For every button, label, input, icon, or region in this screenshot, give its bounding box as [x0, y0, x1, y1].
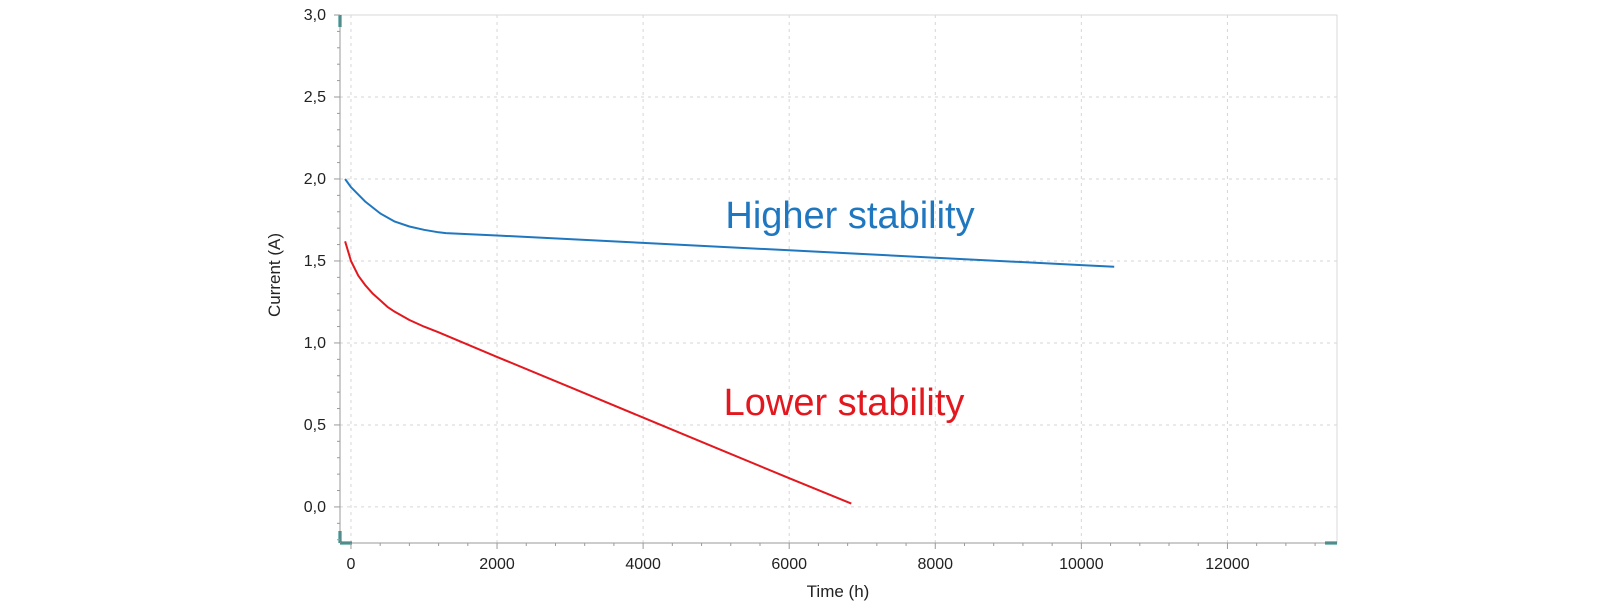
x-tick-label: 10000	[1059, 556, 1104, 573]
series-label-1: Higher stability	[725, 195, 974, 237]
x-axis-label: Time (h)	[807, 582, 870, 601]
x-tick-label: 0	[347, 556, 356, 573]
grid	[340, 14, 1337, 543]
series-labels: Higher stability Lower stability	[724, 195, 975, 424]
series-label-2: Lower stability	[724, 382, 965, 424]
x-tick-label: 4000	[625, 556, 661, 573]
y-axis-label: Current (A)	[265, 233, 284, 317]
x-tick-label: 8000	[917, 556, 953, 573]
y-tick-label: 1,0	[304, 335, 326, 352]
y-tick-label: 0,0	[304, 499, 326, 516]
y-tick-label: 2,5	[304, 89, 326, 106]
x-tick-label: 2000	[479, 556, 515, 573]
x-axis: 0 2000 4000 6000 8000 10000 12000	[340, 542, 1337, 573]
y-axis: 0,0 0,5 1,0 1,5 2,0 2,5 3,0	[304, 7, 341, 543]
x-tick-label: 12000	[1205, 556, 1250, 573]
series-line-1	[344, 178, 1115, 268]
y-tick-label: 1,5	[304, 253, 326, 270]
series-line-2	[344, 241, 852, 505]
series-lines	[344, 178, 1115, 505]
y-tick-label: 0,5	[304, 417, 326, 434]
plot-border	[339, 14, 1338, 544]
y-tick-label: 2,0	[304, 171, 326, 188]
plot-frame	[338, 14, 1338, 545]
x-tick-label: 6000	[771, 556, 807, 573]
y-tick-label: 3,0	[304, 7, 326, 24]
